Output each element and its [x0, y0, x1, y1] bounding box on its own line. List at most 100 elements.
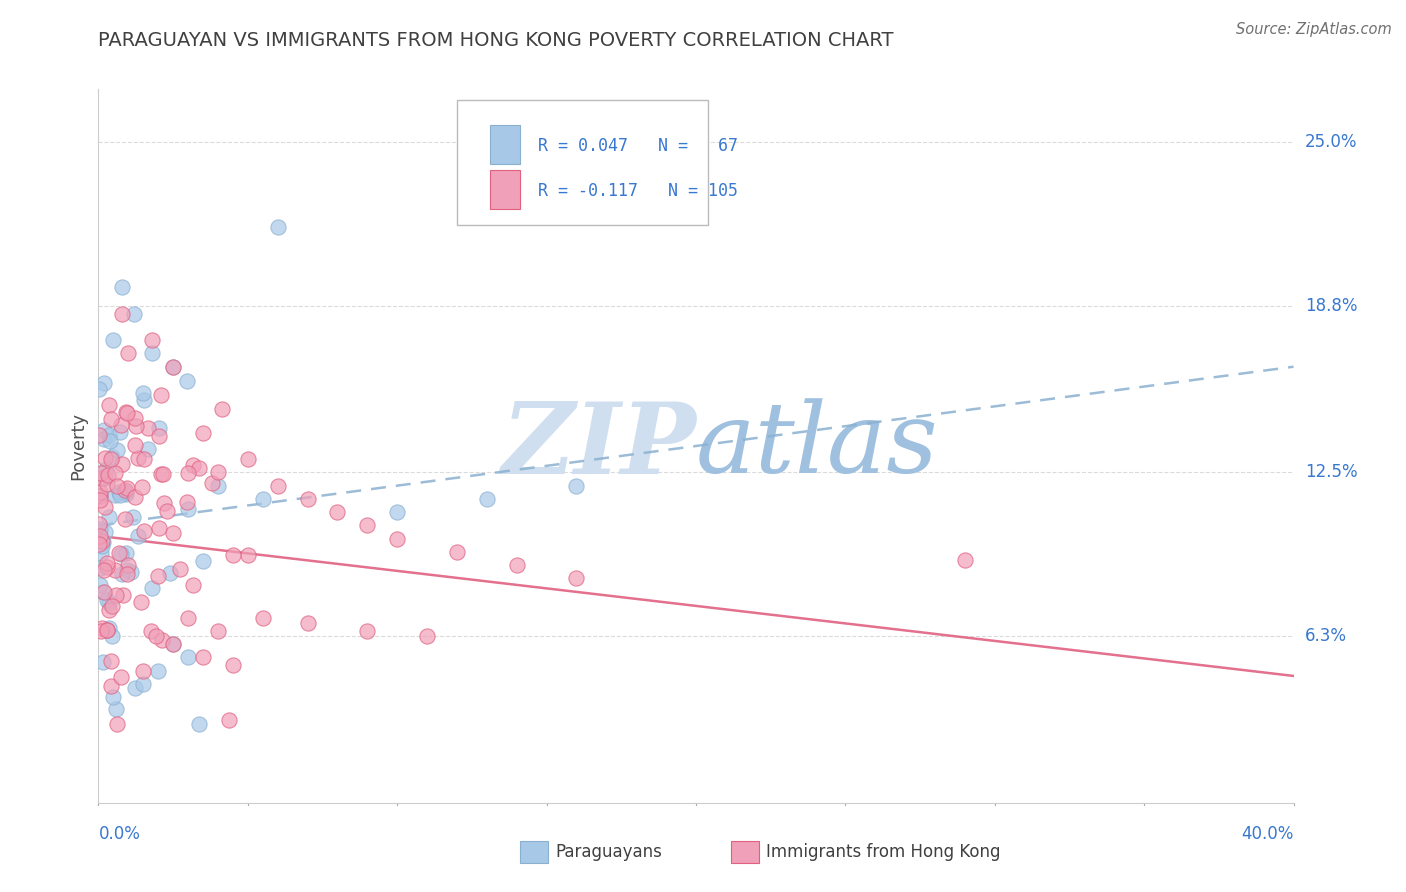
Point [124, 418, 146, 433]
Point [132, 452, 155, 467]
Point [114, 546, 136, 560]
Point [565, 478, 588, 492]
Text: Paraguayans: Paraguayans [555, 843, 662, 861]
Text: Immigrants from Hong Kong: Immigrants from Hong Kong [766, 843, 1001, 861]
Point [114, 512, 136, 526]
Point [236, 549, 259, 563]
Point [176, 495, 198, 509]
Point [89, 578, 111, 592]
Point [107, 546, 129, 560]
Text: Source: ZipAtlas.com: Source: ZipAtlas.com [1236, 22, 1392, 37]
Point [91, 471, 114, 485]
Point [150, 388, 173, 402]
Point [89, 493, 111, 508]
Point [93, 585, 115, 599]
FancyBboxPatch shape [491, 125, 520, 164]
Point [356, 518, 378, 533]
Point [87, 517, 110, 532]
Point [385, 505, 409, 519]
Point [188, 716, 211, 731]
Point [91, 535, 114, 549]
Point [87, 537, 110, 551]
Point [115, 484, 138, 499]
Point [565, 571, 588, 585]
Point [93, 376, 115, 390]
Point [104, 466, 127, 480]
Point [416, 629, 439, 643]
Point [114, 483, 136, 497]
Point [100, 679, 122, 693]
Point [111, 589, 134, 603]
Point [105, 443, 128, 458]
Point [100, 412, 122, 426]
Point [105, 588, 128, 602]
Text: 6.3%: 6.3% [1305, 627, 1347, 645]
Point [91, 539, 114, 553]
Point [152, 496, 174, 510]
Point [93, 450, 115, 465]
Text: atlas: atlas [696, 399, 939, 493]
Point [120, 565, 142, 579]
Point [96, 624, 118, 638]
Point [150, 467, 173, 482]
Point [252, 491, 274, 506]
Text: ZIP: ZIP [501, 398, 696, 494]
Point [89, 489, 111, 503]
Point [115, 563, 138, 577]
Point [127, 451, 149, 466]
Point [201, 476, 224, 491]
Point [191, 554, 214, 568]
Point [103, 333, 125, 347]
Point [169, 562, 191, 576]
Point [176, 374, 198, 388]
Point [111, 567, 134, 582]
FancyBboxPatch shape [491, 169, 520, 209]
Point [134, 392, 156, 407]
Point [93, 563, 115, 577]
Point [326, 505, 349, 519]
Point [177, 611, 200, 625]
Point [104, 563, 127, 577]
Point [104, 702, 127, 716]
Point [162, 637, 184, 651]
Point [110, 670, 132, 684]
Point [385, 532, 409, 546]
Point [94, 461, 117, 475]
Point [96, 560, 118, 574]
Point [110, 547, 132, 561]
Point [93, 432, 115, 446]
Text: 25.0%: 25.0% [1305, 133, 1357, 151]
Point [267, 478, 290, 492]
Point [93, 471, 115, 485]
Point [252, 611, 274, 625]
Point [104, 488, 127, 502]
Point [207, 478, 229, 492]
Point [146, 568, 169, 582]
Point [90, 624, 112, 638]
Point [87, 428, 110, 442]
Point [162, 359, 184, 374]
Point [506, 558, 529, 572]
Point [162, 359, 184, 374]
Point [177, 502, 200, 516]
Point [90, 546, 112, 560]
Point [207, 466, 229, 480]
Point [93, 584, 115, 599]
Point [181, 577, 204, 591]
Point [297, 616, 319, 631]
Point [150, 632, 173, 647]
Point [87, 488, 110, 502]
Point [115, 405, 138, 419]
Point [191, 425, 214, 440]
Point [108, 485, 131, 500]
Point [136, 421, 159, 435]
Point [267, 219, 290, 234]
Point [115, 567, 138, 582]
Point [191, 650, 214, 665]
Point [148, 664, 170, 678]
Point [953, 552, 976, 566]
Text: 12.5%: 12.5% [1305, 464, 1357, 482]
Point [222, 658, 245, 673]
Point [117, 346, 139, 360]
Point [96, 477, 118, 491]
